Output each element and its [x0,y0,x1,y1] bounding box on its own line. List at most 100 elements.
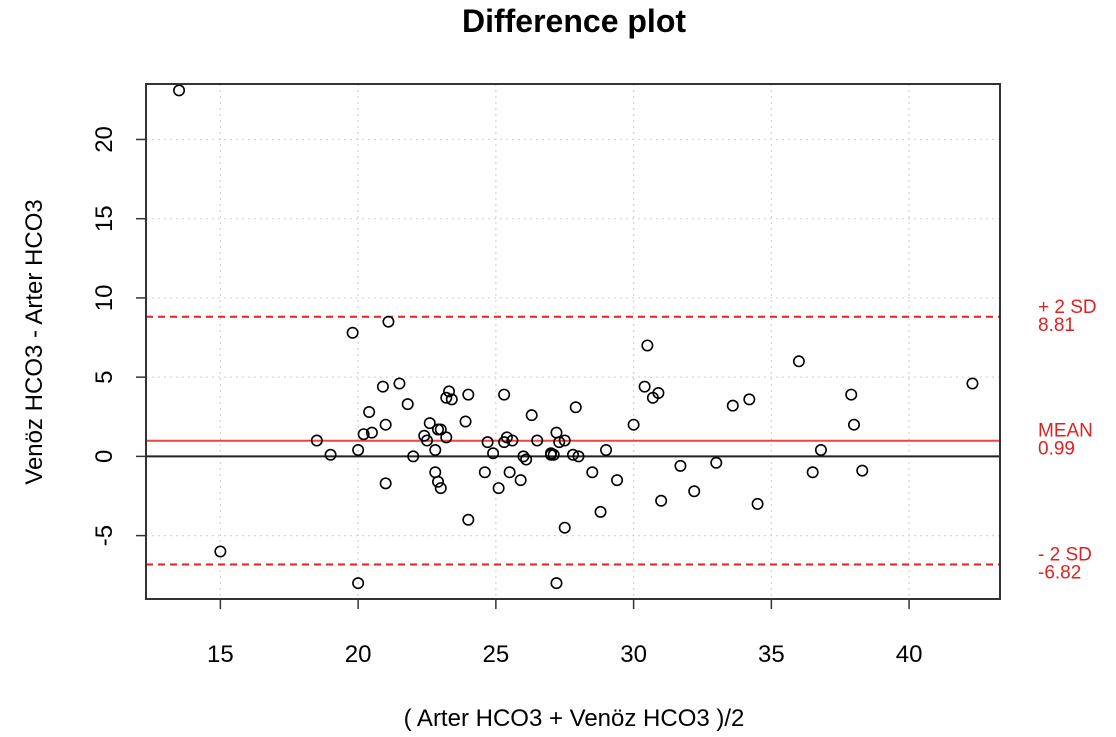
data-point [310,434,323,447]
data-point [525,409,538,422]
data-points [173,84,979,590]
x-tick-label: 35 [758,641,785,668]
data-point [517,450,530,463]
data-point [743,393,756,406]
data-point [376,380,389,393]
y-axis-label: Venöz HCO3 - Arter HCO3 [21,199,48,484]
y-tick-label: 5 [91,370,118,383]
x-tick-label: 40 [896,641,923,668]
data-point [445,393,458,406]
data-point [503,466,516,479]
data-point [586,466,599,479]
data-point [547,448,560,461]
data-point [459,415,472,428]
x-tick-label: 25 [483,641,510,668]
data-point [379,477,392,490]
data-point [407,450,420,463]
data-point [365,426,378,439]
reference-line-label: - 2 SD [1038,544,1092,565]
data-point [324,448,337,461]
data-point [652,386,665,399]
data-point [688,485,701,498]
data-point [553,436,566,449]
data-point [363,406,376,419]
data-point [966,377,979,390]
x-tick-label: 15 [207,641,234,668]
y-axis: -5 0 5 10 15 20 [91,126,146,546]
data-point [550,577,563,590]
data-point [440,391,453,404]
data-point [641,339,654,352]
reference-line-label: + 2 SD [1038,297,1097,318]
data-point [856,464,869,477]
data-point [481,436,494,449]
data-point [352,577,365,590]
data-point [443,385,456,398]
reference-line-value: 0.99 [1038,439,1075,460]
plot-frame [145,83,1001,600]
data-point [847,418,860,431]
data-point [792,355,805,368]
data-point [434,423,447,436]
data-point [806,466,819,479]
y-tick-label: 15 [91,205,118,232]
data-point [173,84,186,97]
y-tick-label: 10 [91,285,118,312]
y-tick-label: 20 [91,126,118,153]
data-point [710,456,723,469]
data-point [572,450,585,463]
data-point [558,521,571,534]
data-point [393,377,406,390]
data-point [558,434,571,447]
data-point [487,447,500,460]
data-point [638,380,651,393]
data-point [462,388,475,401]
y-tick-label: -5 [91,525,118,546]
x-axis-label: ( Arter HCO3 + Venöz HCO3 )/2 [404,705,745,732]
data-point [611,474,624,487]
data-point [520,453,533,466]
data-point [506,434,519,447]
data-point [434,482,447,495]
data-point [357,428,370,441]
chart-title: Difference plot [462,3,686,39]
x-tick-label: 30 [620,641,647,668]
data-point [401,398,414,411]
data-point [600,444,613,457]
data-point [751,497,764,510]
data-point [423,417,436,430]
data-point [655,494,668,507]
reference-line-value: 8.81 [1038,315,1075,336]
data-point [420,434,433,447]
x-tick-label: 20 [345,641,372,668]
grid-lines [146,84,1000,599]
data-point [462,513,475,526]
data-point [214,545,227,558]
data-point [627,418,640,431]
data-point [726,399,739,412]
data-point [492,482,505,495]
data-point [594,505,607,518]
data-point [478,466,491,479]
data-point [674,459,687,472]
data-point [346,326,359,339]
data-point [569,401,582,414]
data-point [429,444,442,457]
data-point [498,388,511,401]
reference-line-value: -6.82 [1038,562,1081,583]
data-point [845,388,858,401]
data-point [814,444,827,457]
reference-line-label: MEAN [1038,421,1093,442]
data-point [531,434,544,447]
data-point [514,474,527,487]
data-point [352,444,365,457]
y-tick-label: 0 [91,450,118,463]
x-axis: 15 20 25 30 35 40 [207,599,922,668]
data-point [566,448,579,461]
data-point [432,475,445,488]
data-point [440,431,453,444]
data-point [382,315,395,328]
data-point [379,418,392,431]
